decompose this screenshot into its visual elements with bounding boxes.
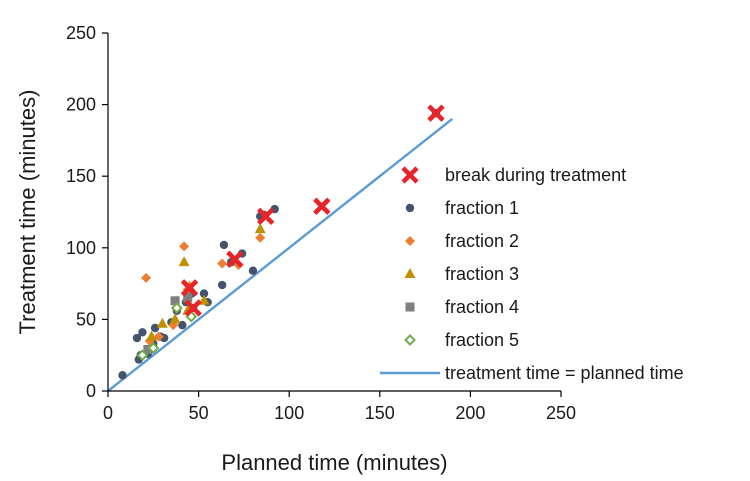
legend-label: fraction 5 xyxy=(445,330,519,350)
x-tick-label: 50 xyxy=(189,403,209,423)
y-tick-label: 200 xyxy=(66,95,96,115)
point-fraction-1-0 xyxy=(118,371,127,380)
y-axis-ticks: 0 50 100 150 200 250 xyxy=(66,23,108,401)
y-tick-label: 250 xyxy=(66,23,96,43)
y-tick-label: 0 xyxy=(86,381,96,401)
legend: break during treatment fraction 1 fraction… xyxy=(380,165,684,383)
point-fraction-1-22 xyxy=(248,266,258,275)
legend-item-fraction-5: fraction 5 xyxy=(404,330,519,350)
x-axis-title: Planned time (minutes) xyxy=(221,450,447,475)
plot-area: 0 50 100 150 200 250 0 50 100 150 200 250 xyxy=(66,23,576,423)
point-break-overlay-0 xyxy=(180,279,199,297)
point-fraction-4-0 xyxy=(143,344,153,354)
x-tick-label: 150 xyxy=(365,403,395,423)
point-break-overlay-4 xyxy=(313,197,331,215)
y-axis-title: Treatment time (minutes) xyxy=(15,90,40,335)
point-fraction-1-18 xyxy=(217,280,227,290)
legend-swatch xyxy=(405,203,415,213)
point-fraction-2-4 xyxy=(179,241,190,252)
point-fraction-1-7 xyxy=(150,323,160,333)
point-fraction-3-3 xyxy=(178,256,190,267)
legend-item-fraction-4: fraction 4 xyxy=(405,297,519,317)
point-break-overlay-1 xyxy=(184,299,202,317)
x-tick-label: 100 xyxy=(274,403,304,423)
legend-label: fraction 3 xyxy=(445,264,519,284)
point-break-overlay-5 xyxy=(427,104,445,122)
legend-item-treatment-time-planned-time: treatment time = planned time xyxy=(380,363,684,383)
point-fraction-4-1 xyxy=(170,296,180,306)
point-fraction-1-19 xyxy=(219,240,229,250)
point-fraction-1-16 xyxy=(199,289,209,298)
point-break-overlay-2 xyxy=(226,250,244,268)
point-fraction-5-1 xyxy=(147,342,160,354)
reference-line-treatment-time-planned-time xyxy=(107,117,454,392)
point-fraction-3-7 xyxy=(254,223,266,234)
point-fraction-2-7 xyxy=(217,258,228,269)
point-fraction-1-1 xyxy=(132,333,142,343)
series-fraction-1 xyxy=(118,108,441,380)
x-tick-label: 0 xyxy=(103,403,113,423)
legend-label: break during treatment xyxy=(445,165,626,185)
point-fraction-3-0 xyxy=(145,330,157,341)
legend-swatch xyxy=(405,302,415,312)
point-fraction-1-4 xyxy=(138,328,147,337)
point-fraction-3-2 xyxy=(169,313,181,324)
x-axis-ticks: 0 50 100 150 200 250 xyxy=(103,391,576,423)
x-tick-label: 250 xyxy=(546,403,576,423)
legend-item-fraction-2: fraction 2 xyxy=(405,231,519,251)
series-fraction-4 xyxy=(143,293,193,354)
point-break-overlay-3 xyxy=(257,207,275,225)
point-fraction-2-9 xyxy=(255,232,266,243)
point-fraction-5-2 xyxy=(170,302,183,314)
x-tick-label: 200 xyxy=(455,403,485,423)
point-fraction-2-0 xyxy=(141,272,152,283)
legend-item-break-during-treatment: break during treatment xyxy=(401,165,626,185)
series-fraction-2 xyxy=(141,232,266,346)
point-fraction-5-0 xyxy=(136,349,149,362)
legend-item-fraction-3: fraction 3 xyxy=(404,264,519,284)
chart-marks xyxy=(107,104,454,392)
legend-swatch xyxy=(404,334,416,346)
y-tick-label: 150 xyxy=(66,166,96,186)
legend-swatch xyxy=(404,268,416,278)
legend-swatch xyxy=(405,236,415,246)
legend-label: fraction 2 xyxy=(445,231,519,251)
legend-label: fraction 4 xyxy=(445,297,519,317)
point-fraction-2-2 xyxy=(153,331,164,342)
legend-label: fraction 1 xyxy=(445,198,519,218)
point-fraction-3-1 xyxy=(156,317,168,328)
y-tick-label: 100 xyxy=(66,238,96,258)
series-break-overlay xyxy=(180,104,445,317)
legend-label: treatment time = planned time xyxy=(445,363,684,383)
legend-swatch xyxy=(401,166,419,184)
y-tick-label: 50 xyxy=(76,309,96,329)
point-fraction-4-2 xyxy=(183,293,193,303)
legend-item-fraction-1: fraction 1 xyxy=(405,198,519,218)
